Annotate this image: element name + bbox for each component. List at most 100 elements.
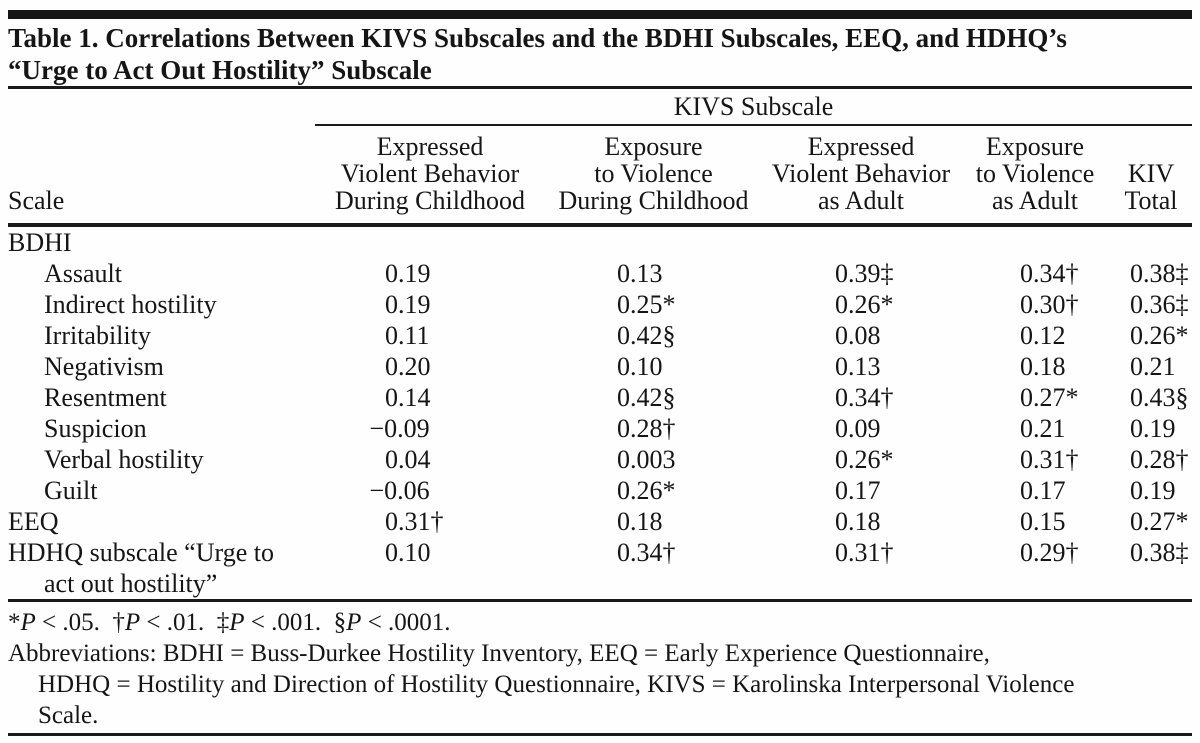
- value-cell: 0.21: [1020, 414, 1066, 443]
- spanner-spacer: [8, 89, 315, 126]
- value-cell: 0.31†: [1020, 445, 1079, 474]
- table-row: HDHQ subscale “Urge to act out hostility…: [8, 537, 1192, 599]
- col-header-kiv-total: KIV Total: [1124, 159, 1178, 215]
- value-cell: 0.19: [1130, 414, 1176, 443]
- table-title-line2: “Urge to Act Out Hostility” Subscale: [8, 55, 432, 85]
- row-label: Verbal hostility: [44, 445, 204, 474]
- value-cell: 0.15: [1020, 507, 1066, 536]
- significance-item: *P < .05.: [8, 609, 100, 636]
- value-cell: 0.30†: [1020, 290, 1079, 319]
- value-cell: 0.38‡: [1130, 259, 1189, 288]
- row-label: BDHI: [8, 228, 72, 257]
- table-title: Table 1. Correlations Between KIVS Subsc…: [8, 22, 1192, 86]
- value-cell: 0.17: [1020, 476, 1066, 505]
- table-row: Indirect hostility 0.19 0.25* 0.26* 0.30† 0.3…: [8, 289, 1192, 320]
- value-cell: 0.10: [385, 538, 431, 567]
- value-cell: 0.12: [1020, 321, 1066, 350]
- title-rule: [8, 86, 1192, 89]
- row-label: Assault: [44, 259, 122, 288]
- row-label: Guilt: [44, 476, 98, 505]
- significance-item: §P < .0001.: [333, 609, 451, 636]
- value-cell: 0.18: [617, 507, 663, 536]
- table-row: Negativism 0.20 0.10 0.13 0.18 0.21: [8, 351, 1192, 382]
- table-row: Verbal hostility 0.04 0.003 0.26* 0.31† 0.28†: [8, 444, 1192, 475]
- value-cell: 0.42§: [617, 383, 676, 412]
- value-cell: 0.19: [385, 259, 431, 288]
- table-body: BDHI Assault 0.19 0.13 0.39‡ 0.34† 0.38‡ Indire…: [8, 227, 1192, 599]
- col-header-exposure-adult: Exposure to Violence as Adult: [975, 132, 1095, 215]
- bottom-rule: [8, 733, 1192, 736]
- column-header-row: Scale Expressed Violent Behavior During …: [8, 126, 1192, 223]
- value-cell: 0.27*: [1130, 507, 1189, 536]
- value-cell: −0.06: [369, 476, 430, 505]
- value-cell: 0.31†: [385, 507, 444, 536]
- value-cell: 0.42§: [617, 321, 676, 350]
- table-row: Suspicion −0.09 0.28† 0.09 0.21 0.19: [8, 413, 1192, 444]
- row-label: EEQ: [8, 507, 59, 536]
- value-cell: 0.003: [617, 445, 676, 474]
- value-cell: 0.36‡: [1130, 290, 1189, 319]
- value-cell: 0.13: [617, 259, 663, 288]
- table-row: Resentment 0.14 0.42§ 0.34† 0.27* 0.43§: [8, 382, 1192, 413]
- value-cell: 0.34†: [835, 383, 894, 412]
- value-cell: 0.20: [385, 352, 431, 381]
- abbreviations-line3: Scale.: [38, 702, 99, 729]
- row-label: Resentment: [44, 383, 167, 412]
- spanner-row: KIVS Subscale: [8, 89, 1192, 126]
- footnotes: *P < .05. †P < .01. ‡P < .001. §P < .000…: [8, 602, 1192, 731]
- value-cell: 0.19: [385, 290, 431, 319]
- value-cell: 0.17: [835, 476, 881, 505]
- value-cell: 0.25*: [617, 290, 676, 319]
- table-row: EEQ 0.31† 0.18 0.18 0.15 0.27*: [8, 506, 1192, 537]
- value-cell: 0.27*: [1020, 383, 1079, 412]
- value-cell: −0.09: [369, 414, 430, 443]
- significance-item: †P < .01.: [112, 609, 205, 636]
- value-cell: 0.29†: [1020, 538, 1079, 567]
- value-cell: 0.10: [617, 352, 663, 381]
- table-row: BDHI: [8, 227, 1192, 258]
- value-cell: 0.14: [385, 383, 431, 412]
- abbreviations-line2: HDHQ = Hostility and Direction of Hostil…: [38, 671, 1075, 698]
- value-cell: 0.26*: [835, 290, 894, 319]
- value-cell: 0.18: [835, 507, 881, 536]
- value-cell: 0.09: [835, 414, 881, 443]
- value-cell: 0.11: [385, 321, 430, 350]
- table-row: Guilt −0.06 0.26* 0.17 0.17 0.19: [8, 475, 1192, 506]
- row-label: Negativism: [44, 352, 164, 381]
- value-cell: 0.26*: [617, 476, 676, 505]
- col-header-exposure-child: Exposure to Violence During Childhood: [558, 132, 749, 215]
- value-cell: 0.39‡: [835, 259, 894, 288]
- top-rule: [8, 10, 1192, 19]
- value-cell: 0.34†: [617, 538, 676, 567]
- significance-footnote: *P < .05. †P < .01. ‡P < .001. §P < .000…: [8, 607, 1192, 638]
- value-cell: 0.34†: [1020, 259, 1079, 288]
- row-label: HDHQ subscale “Urge to act out hostility…: [8, 538, 274, 598]
- value-cell: 0.04: [385, 445, 431, 474]
- value-cell: 0.19: [1130, 476, 1176, 505]
- value-cell: 0.08: [835, 321, 881, 350]
- value-cell: 0.43§: [1130, 383, 1189, 412]
- table-row: Assault 0.19 0.13 0.39‡ 0.34† 0.38‡: [8, 258, 1192, 289]
- stub-header: Scale: [8, 186, 65, 215]
- significance-item: ‡P < .001.: [216, 609, 322, 636]
- col-header-expressed-adult: Expressed Violent Behavior as Adult: [771, 132, 951, 215]
- abbreviations-line1: Abbreviations: BDHI = Buss-Durkee Hostil…: [8, 640, 990, 667]
- value-cell: 0.26*: [835, 445, 894, 474]
- value-cell: 0.28†: [1130, 445, 1189, 474]
- footnote-rule: [8, 599, 1192, 602]
- value-cell: 0.38‡: [1130, 538, 1189, 567]
- value-cell: 0.18: [1020, 352, 1066, 381]
- row-label: Suspicion: [44, 414, 147, 443]
- table-title-line1: Table 1. Correlations Between KIVS Subsc…: [8, 23, 1067, 53]
- row-label: Indirect hostility: [44, 290, 217, 319]
- value-cell: 0.26*: [1130, 321, 1189, 350]
- value-cell: 0.13: [835, 352, 881, 381]
- row-label: Irritability: [44, 321, 151, 350]
- header-rule: [8, 223, 1192, 227]
- table-row: Irritability 0.11 0.42§ 0.08 0.12 0.26*: [8, 320, 1192, 351]
- value-cell: 0.21: [1130, 352, 1176, 381]
- spanner-header: KIVS Subscale: [315, 89, 1192, 126]
- col-header-expressed-child: Expressed Violent Behavior During Childh…: [335, 132, 525, 215]
- value-cell: 0.28†: [617, 414, 676, 443]
